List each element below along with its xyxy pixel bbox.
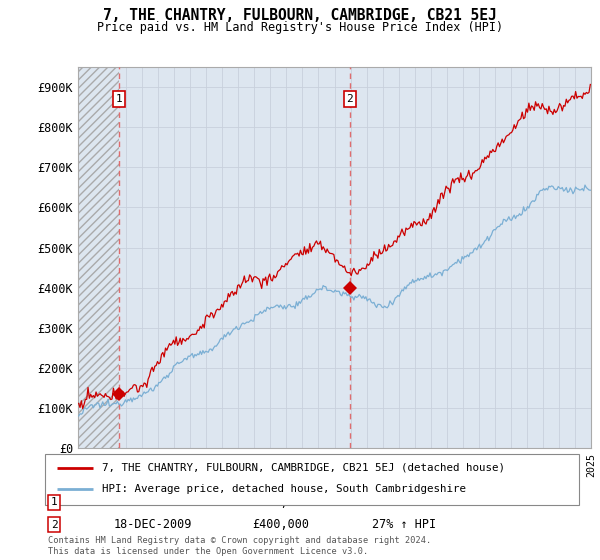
Text: Price paid vs. HM Land Registry's House Price Index (HPI): Price paid vs. HM Land Registry's House … [97,21,503,34]
Text: Contains HM Land Registry data © Crown copyright and database right 2024.
This d: Contains HM Land Registry data © Crown c… [48,536,431,556]
Text: 1: 1 [50,497,58,507]
Text: 2: 2 [346,94,353,104]
Text: 2: 2 [50,520,58,530]
Text: £400,000: £400,000 [252,518,309,531]
Text: HPI: Average price, detached house, South Cambridgeshire: HPI: Average price, detached house, Sout… [102,484,466,494]
Text: 27% ↑ HPI: 27% ↑ HPI [372,518,436,531]
Text: 7, THE CHANTRY, FULBOURN, CAMBRIDGE, CB21 5EJ (detached house): 7, THE CHANTRY, FULBOURN, CAMBRIDGE, CB2… [102,463,505,473]
Text: £135,000: £135,000 [252,496,309,509]
Text: 24% ↑ HPI: 24% ↑ HPI [372,496,436,509]
Text: 7, THE CHANTRY, FULBOURN, CAMBRIDGE, CB21 5EJ: 7, THE CHANTRY, FULBOURN, CAMBRIDGE, CB2… [103,8,497,24]
Text: 1: 1 [115,94,122,104]
Bar [78,67,119,448]
Text: 26-JUL-1995: 26-JUL-1995 [114,496,193,509]
Text: 18-DEC-2009: 18-DEC-2009 [114,518,193,531]
